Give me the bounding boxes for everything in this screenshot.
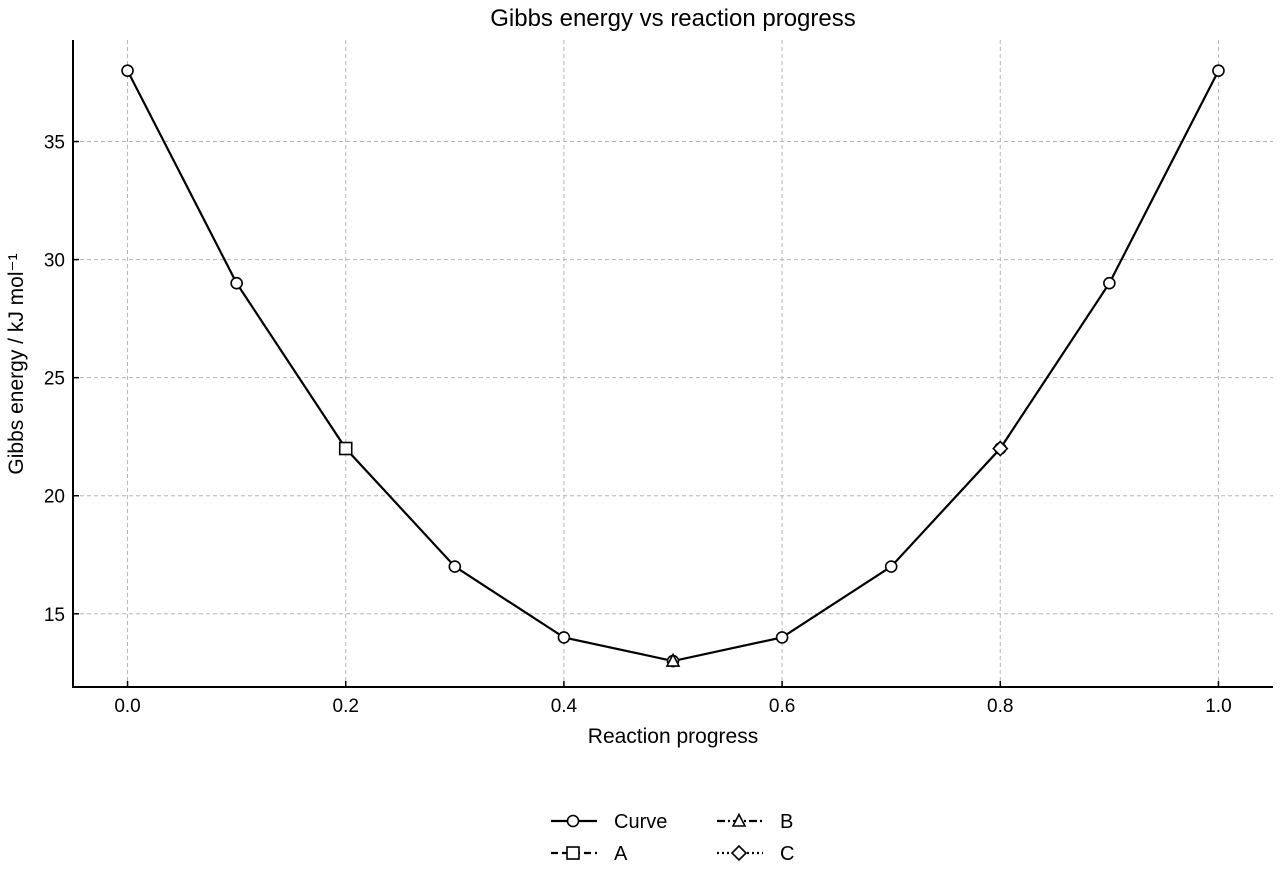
y-tick-label: 15 (44, 605, 65, 626)
data-point (557, 631, 571, 644)
data-point (992, 440, 1009, 457)
legend-label: B (780, 811, 793, 833)
x-tick-label: 0.4 (551, 696, 578, 717)
series-c (992, 440, 1009, 457)
x-ticks: 0.0 0.2 0.4 0.6 0.8 1.0 (114, 681, 1232, 717)
data-point (230, 276, 243, 290)
legend-marker (566, 814, 580, 828)
grid (73, 40, 1273, 687)
legend-marker (731, 812, 747, 827)
legend-label: C (780, 843, 794, 865)
y-tick-label: 30 (44, 251, 65, 272)
x-tick-label: 0.8 (987, 696, 1013, 717)
data-point (448, 560, 462, 573)
legend-label: A (614, 843, 628, 865)
y-tick-label: 35 (44, 133, 65, 154)
data-point (884, 560, 898, 573)
legend-item-b: B (717, 811, 793, 833)
legend-item-c: C (717, 843, 794, 865)
legend-item-a: A (551, 843, 628, 865)
x-tick-label: 0.6 (769, 696, 795, 717)
data-point (338, 441, 353, 456)
legend-label: Curve (614, 811, 667, 833)
legend-item-curve: Curve (551, 811, 667, 833)
data-point (121, 64, 134, 77)
x-tick-label: 0.2 (333, 696, 359, 717)
data-point (1212, 64, 1225, 77)
series-curve (121, 64, 1225, 668)
data-point (665, 652, 681, 667)
series-b (665, 652, 681, 667)
axes (72, 40, 1273, 688)
x-tick-label: 0.0 (114, 696, 140, 717)
series-a (338, 441, 353, 456)
data-point (775, 631, 789, 644)
y-axis-label: Gibbs energy / kJ mol⁻¹ (5, 253, 28, 474)
series-layer (121, 64, 1225, 668)
legend-marker (730, 844, 748, 862)
x-tick-label: 1.0 (1205, 696, 1231, 717)
chart-title: Gibbs energy vs reaction progress (490, 5, 856, 32)
y-ticks: 15 20 25 30 35 (44, 133, 79, 626)
y-tick-label: 20 (44, 487, 65, 508)
data-point (1103, 276, 1116, 290)
legend-marker (566, 846, 580, 860)
x-axis-label: Reaction progress (588, 725, 758, 748)
legend: Curve A BC (551, 811, 794, 865)
series-line (126, 70, 1220, 663)
y-tick-label: 25 (44, 369, 65, 390)
